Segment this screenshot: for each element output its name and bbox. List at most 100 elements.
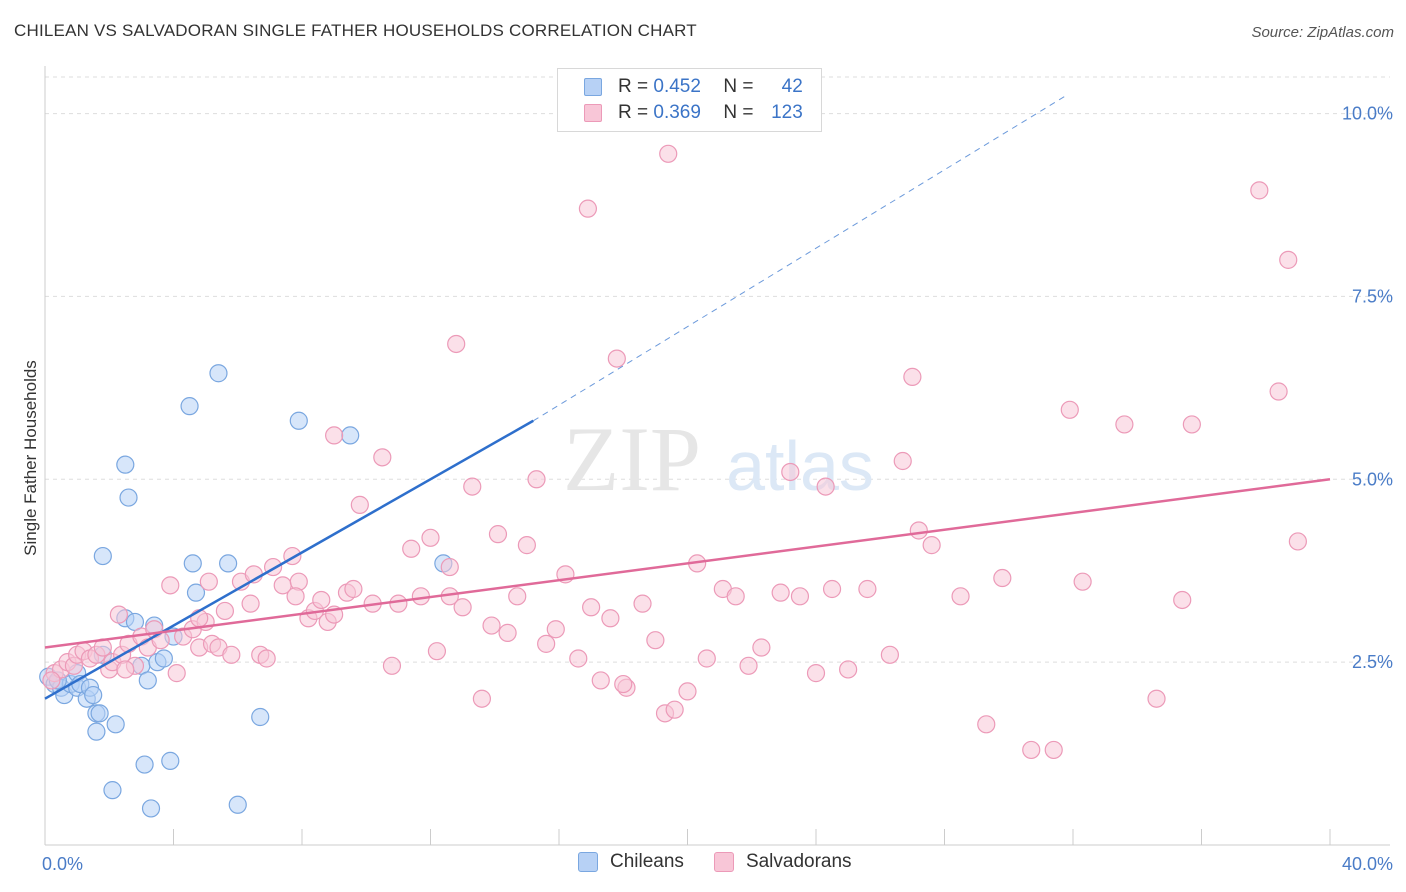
data-point	[228, 795, 247, 814]
data-point	[84, 685, 103, 705]
data-point	[601, 609, 620, 628]
data-point	[87, 722, 106, 741]
data-point	[582, 598, 601, 617]
data-point	[903, 367, 922, 386]
data-point	[578, 199, 598, 218]
legend-r-value: 0.452	[653, 76, 701, 97]
data-point	[180, 397, 199, 416]
data-point	[447, 334, 466, 354]
data-point	[138, 671, 157, 690]
data-point	[614, 674, 633, 694]
data-point	[141, 799, 161, 818]
data-point	[739, 656, 758, 675]
data-point	[106, 715, 125, 734]
legend-row-chileans: R = 0.452 N = 42	[584, 74, 803, 100]
data-point	[839, 660, 858, 679]
data-point	[427, 642, 447, 661]
data-point	[591, 671, 610, 690]
x-tick-label: 40.0%	[1342, 854, 1393, 874]
data-point	[1044, 740, 1063, 760]
legend-swatch-chileans	[584, 78, 602, 96]
data-point	[219, 554, 238, 573]
data-point	[697, 649, 716, 668]
data-point	[286, 587, 305, 606]
watermark: ZIP atlas	[563, 408, 874, 510]
data-point	[752, 638, 771, 657]
y-axis-label: Single Father Households	[21, 360, 40, 556]
data-point	[569, 649, 588, 668]
data-point	[402, 539, 421, 558]
data-point	[42, 671, 61, 690]
data-point	[880, 645, 899, 664]
trendline-salvadorans	[44, 478, 1331, 649]
data-point	[665, 700, 684, 719]
data-point	[781, 462, 800, 482]
data-point	[161, 751, 180, 770]
series-legend: Chileans Salvadorans	[578, 851, 882, 873]
data-point	[922, 536, 941, 555]
data-point	[806, 664, 826, 683]
legend-swatch-salvadorans	[713, 852, 734, 872]
watermark-zip: ZIP	[563, 408, 701, 510]
data-point	[222, 645, 241, 664]
data-point	[546, 620, 565, 639]
data-point	[498, 623, 517, 642]
data-point	[1173, 590, 1192, 610]
legend-item-salvadorans[interactable]: Salvadorans	[713, 851, 852, 873]
y-tick-label: 2.5%	[1352, 652, 1393, 672]
y-tick-label: 10.0%	[1342, 104, 1393, 124]
data-point	[1115, 415, 1134, 434]
data-point	[482, 616, 501, 635]
data-point	[1288, 532, 1307, 551]
y-tick-label: 7.5%	[1352, 286, 1393, 306]
data-point	[633, 594, 652, 613]
data-point	[135, 755, 154, 774]
y-tick-label: 5.0%	[1352, 469, 1393, 489]
data-point	[119, 488, 138, 507]
data-point	[1022, 740, 1041, 760]
data-point	[116, 660, 135, 679]
data-point	[909, 521, 928, 540]
data-point	[537, 634, 556, 653]
x-tick-label: 0.0%	[42, 854, 83, 874]
legend-r-value: 0.369	[653, 102, 701, 123]
data-point	[1060, 400, 1079, 419]
axes	[44, 66, 1390, 846]
data-point	[517, 536, 536, 555]
data-point	[341, 426, 360, 445]
data-point	[816, 477, 835, 496]
data-point	[453, 598, 472, 617]
legend-r-label: R =	[618, 76, 649, 97]
data-point	[977, 715, 996, 734]
legend-n-label: N =	[723, 76, 754, 97]
data-point	[421, 528, 440, 547]
data-point	[167, 664, 186, 683]
data-point	[103, 781, 122, 800]
data-point	[1182, 415, 1201, 434]
data-point	[1269, 382, 1288, 401]
legend-label-chileans: Chileans	[610, 851, 684, 872]
data-point	[951, 587, 970, 606]
data-point	[389, 594, 408, 613]
data-point	[373, 448, 392, 467]
legend-item-chileans[interactable]: Chileans	[578, 851, 684, 873]
legend-r-label: R =	[618, 102, 649, 123]
data-point	[93, 546, 112, 566]
data-point	[678, 682, 697, 701]
tick-labels: 2.5% 5.0% 7.5% 10.0% 0.0% 40.0%	[42, 104, 1393, 874]
data-point	[771, 583, 790, 602]
data-point	[1147, 689, 1166, 708]
data-point	[186, 583, 206, 602]
data-point	[472, 689, 491, 708]
legend-n-label: N =	[723, 102, 754, 123]
data-point	[325, 426, 344, 445]
legend-label-salvadorans: Salvadorans	[745, 851, 852, 872]
data-point	[251, 707, 270, 727]
data-point	[109, 605, 128, 624]
data-point	[90, 704, 109, 723]
legend-swatch-salvadorans	[584, 104, 602, 122]
data-point	[161, 576, 180, 595]
data-point	[116, 455, 135, 474]
legend-n-value: 42	[781, 76, 803, 97]
data-point	[527, 470, 546, 489]
